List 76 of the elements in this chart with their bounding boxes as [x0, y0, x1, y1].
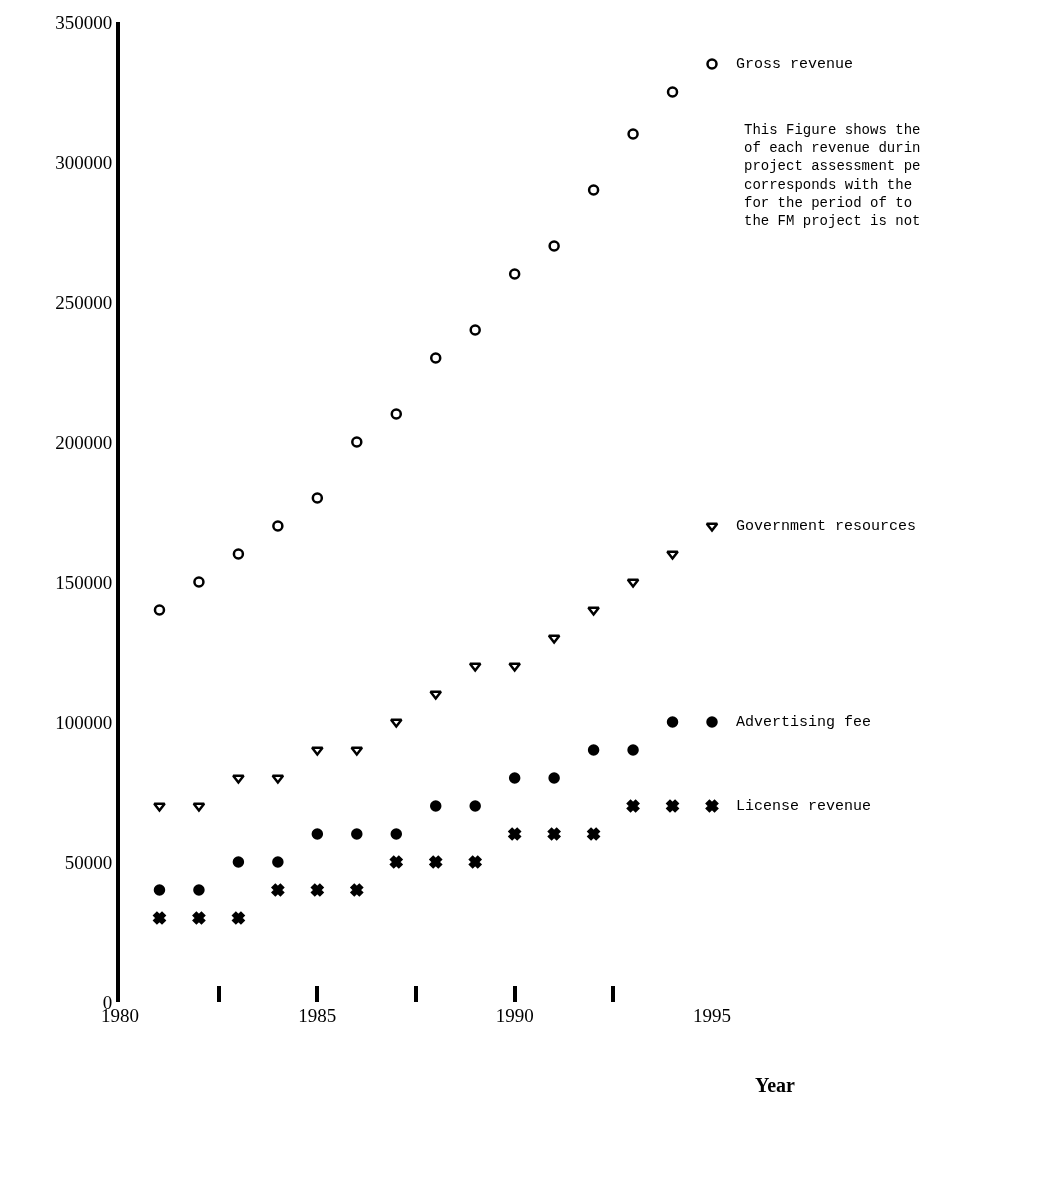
y-tick-label: 100000: [55, 711, 113, 733]
point: [547, 634, 561, 644]
point: [350, 883, 364, 897]
point: [311, 828, 324, 840]
point: [547, 827, 561, 841]
series-label: License revenue: [736, 798, 872, 815]
point: [587, 827, 600, 841]
point: [706, 58, 718, 70]
x-tick-label: 1985: [298, 1005, 337, 1026]
point: [389, 718, 403, 728]
point: [468, 855, 482, 869]
point: [626, 799, 640, 813]
point: [153, 911, 166, 925]
point: [548, 240, 560, 252]
point: [626, 578, 640, 588]
point: [705, 522, 719, 532]
point: [666, 716, 679, 728]
point: [469, 800, 481, 812]
y-tick-label: 300000: [55, 151, 113, 173]
point: [192, 802, 206, 812]
point: [311, 492, 324, 504]
series-label: Advertising fee: [736, 714, 872, 731]
point: [666, 799, 679, 813]
point: [705, 799, 719, 813]
point: [468, 662, 482, 672]
point: [429, 352, 442, 364]
point: [272, 520, 284, 532]
point: [429, 855, 443, 869]
point: [153, 884, 166, 896]
point: [666, 550, 679, 560]
series-label: Gross revenue: [736, 56, 854, 73]
point: [351, 436, 363, 448]
x-tick-label: 1995: [693, 1005, 731, 1026]
point: [193, 884, 205, 896]
y-tick-label: 200000: [55, 431, 113, 453]
point: [627, 744, 639, 756]
point: [627, 128, 639, 140]
point: [153, 604, 166, 616]
point: [232, 911, 245, 925]
point: [271, 883, 285, 897]
point: [351, 828, 363, 840]
series-label: Government resources: [736, 518, 917, 535]
point: [153, 802, 166, 812]
point: [666, 86, 679, 98]
point: [232, 856, 245, 868]
point: [548, 772, 560, 784]
x-tick-label: 1990: [495, 1005, 534, 1026]
point: [272, 856, 284, 868]
point: [469, 324, 481, 336]
point: [508, 772, 521, 784]
point: [389, 855, 403, 869]
y-tick-label: 150000: [55, 571, 113, 593]
point: [587, 606, 601, 616]
point: [350, 746, 364, 756]
point: [508, 268, 521, 280]
point: [508, 662, 522, 672]
point: [429, 690, 443, 700]
y-tick-label: 250000: [55, 291, 113, 313]
point: [429, 800, 442, 812]
point: [390, 828, 403, 840]
point: [193, 576, 205, 588]
y-tick-label: 50000: [64, 851, 113, 873]
point: [192, 911, 206, 925]
text: This Figure shows the of each revenue durin project assessment pe corresponds with the for the period of to the FM project is not: [744, 122, 921, 229]
point: [310, 883, 324, 897]
point: [231, 774, 245, 784]
point: [706, 716, 718, 728]
point: [310, 746, 324, 756]
point: [508, 827, 522, 841]
point: [271, 774, 285, 784]
point: [390, 408, 403, 420]
point: [587, 744, 600, 756]
x-axis-title: Year: [755, 1074, 796, 1096]
point: [587, 184, 600, 196]
y-tick-label: 350000: [55, 11, 113, 33]
point: [232, 548, 245, 560]
